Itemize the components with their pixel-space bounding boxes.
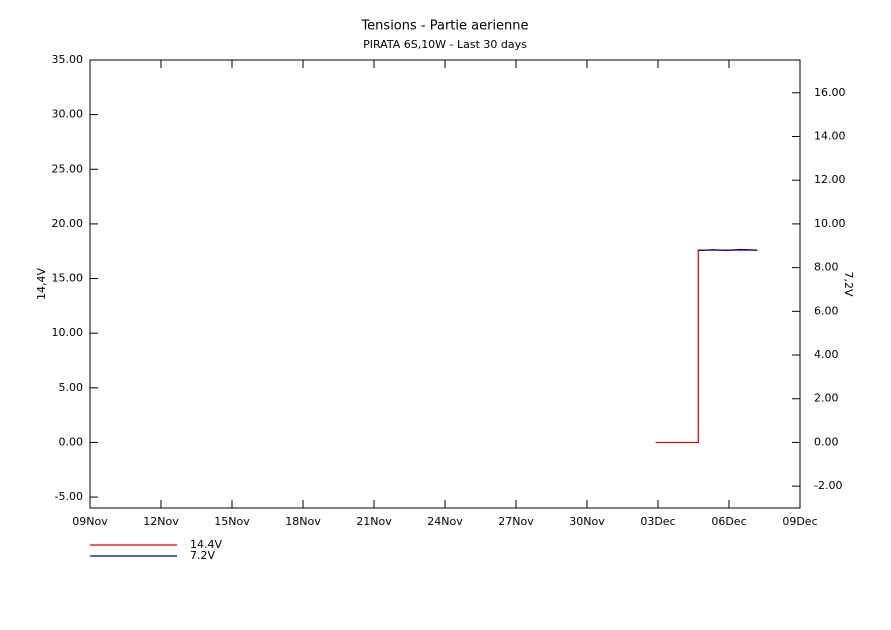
y-tick-label: 5.00	[59, 381, 84, 394]
y2-tick-label: 0.00	[814, 435, 839, 448]
series-line	[698, 248, 758, 252]
y-tick-label: 35.00	[52, 53, 84, 66]
x-tick-label: 09Dec	[782, 515, 817, 528]
x-tick-label: 06Dec	[711, 515, 746, 528]
x-tick-label: 27Nov	[498, 515, 534, 528]
y-tick-label: 10.00	[52, 326, 84, 339]
y2-tick-label: 8.00	[814, 261, 839, 274]
x-tick-label: 03Dec	[640, 515, 675, 528]
y-tick-label: 15.00	[52, 272, 84, 285]
y2-tick-label: -2.00	[814, 479, 842, 492]
y-axis-label: 14,4V	[35, 268, 48, 300]
y2-tick-label: 4.00	[814, 348, 839, 361]
y2-tick-label: 10.00	[814, 217, 846, 230]
legend-label: 7.2V	[190, 549, 215, 562]
y2-axis-label: 7,2V	[842, 271, 855, 296]
y2-tick-label: 6.00	[814, 304, 839, 317]
x-tick-label: 15Nov	[214, 515, 250, 528]
y-tick-label: 25.00	[52, 162, 84, 175]
y2-tick-label: 14.00	[814, 129, 846, 142]
y-tick-label: -5.00	[55, 490, 83, 503]
chart-subtitle: PIRATA 6S,10W - Last 30 days	[363, 38, 527, 51]
y-tick-label: 30.00	[52, 108, 84, 121]
series-line	[655, 249, 758, 444]
x-tick-label: 24Nov	[427, 515, 463, 528]
x-tick-label: 18Nov	[285, 515, 321, 528]
plot-frame	[89, 59, 801, 509]
y-tick-label: 20.00	[52, 217, 84, 230]
chart-title: Tensions - Partie aerienne	[360, 19, 528, 34]
y-tick-label: 0.00	[59, 435, 84, 448]
x-tick-label: 09Nov	[72, 515, 108, 528]
x-tick-label: 30Nov	[569, 515, 605, 528]
x-tick-label: 12Nov	[143, 515, 179, 528]
y2-tick-label: 16.00	[814, 86, 846, 99]
legend-label: 14.4V	[190, 538, 222, 551]
y2-tick-label: 2.00	[814, 392, 839, 405]
y2-tick-label: 12.00	[814, 173, 846, 186]
x-tick-label: 21Nov	[356, 515, 392, 528]
